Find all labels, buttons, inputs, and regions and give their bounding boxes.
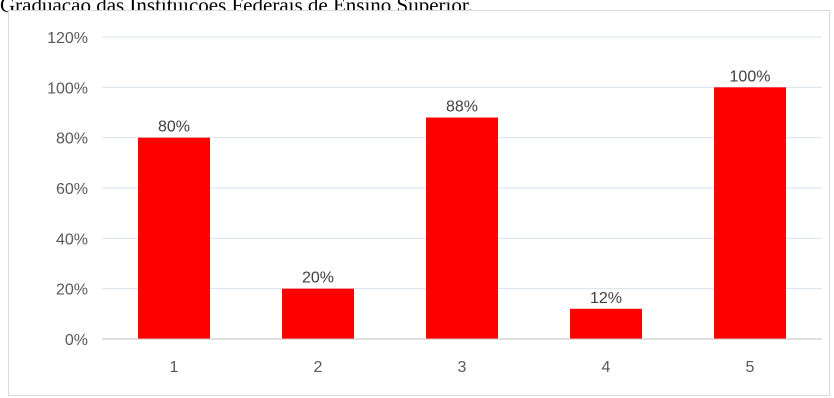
data-label: 80% xyxy=(158,119,190,136)
x-tick-label: 1 xyxy=(170,359,179,376)
x-tick-label: 2 xyxy=(314,359,323,376)
y-tick-label: 20% xyxy=(56,282,88,299)
bar xyxy=(138,137,210,339)
y-tick-label: 80% xyxy=(56,131,88,148)
data-label: 20% xyxy=(302,270,334,287)
bar xyxy=(282,288,354,339)
x-tick-label: 4 xyxy=(602,359,611,376)
data-label: 88% xyxy=(446,99,478,116)
bars xyxy=(138,87,786,340)
y-tick-label: 40% xyxy=(56,231,88,248)
data-label: 12% xyxy=(590,290,622,307)
y-tick-label: 100% xyxy=(47,80,88,97)
x-tick-label: 3 xyxy=(458,359,467,376)
data-label: 100% xyxy=(730,68,771,85)
bar xyxy=(426,117,498,340)
data-labels: 80% 20% 88% 12% 100% xyxy=(158,68,770,306)
y-tick-label: 120% xyxy=(47,30,88,47)
bar xyxy=(714,87,786,339)
bar xyxy=(570,308,642,339)
y-tick-label: 60% xyxy=(56,181,88,198)
y-tick-label: 0% xyxy=(65,332,88,349)
x-tick-label: 5 xyxy=(746,359,755,376)
x-axis: 1 2 3 4 5 xyxy=(102,338,822,376)
y-axis: 0% 20% 40% 60% 80% 100% 120% xyxy=(47,30,88,349)
